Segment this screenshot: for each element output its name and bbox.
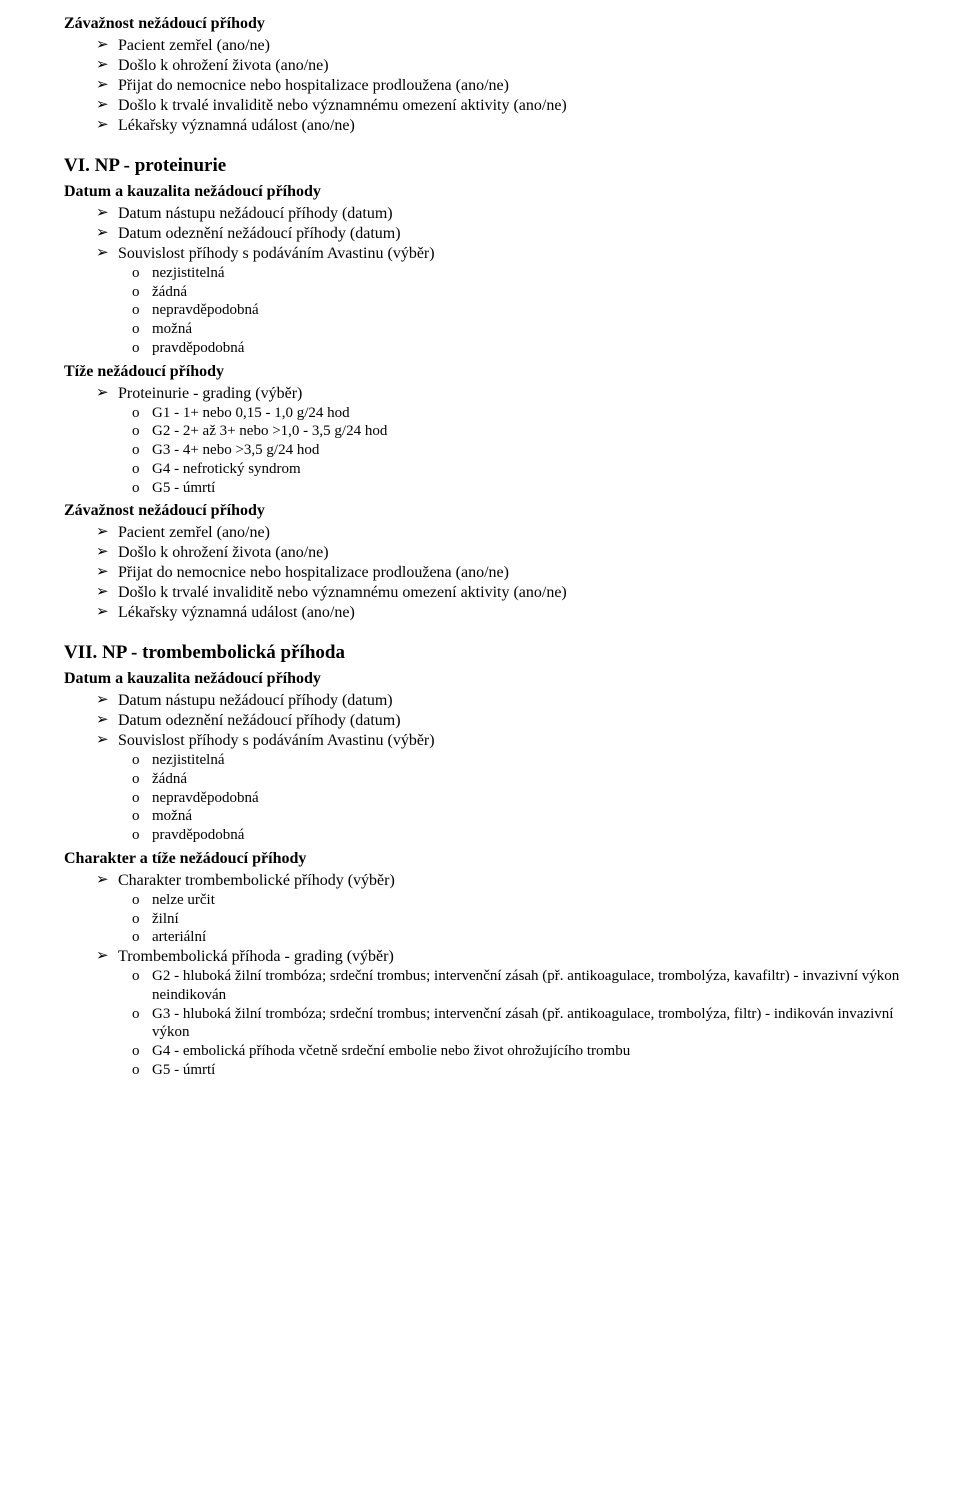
list-datum-vi: Datum nástupu nežádoucí příhody (datum) …: [64, 204, 912, 264]
list-item: Přijat do nemocnice nebo hospitalizace p…: [64, 76, 912, 96]
list-grading-vii: Trombembolická příhoda - grading (výběr): [64, 947, 912, 967]
options-tize-vi: G1 - 1+ nebo 0,15 - 1,0 g/24 hod G2 - 2+…: [64, 404, 912, 498]
option-item: G5 - úmrtí: [64, 479, 912, 498]
list-item: Souvislost příhody s podáváním Avastinu …: [64, 731, 912, 751]
list-zavaznost-vi: Pacient zemřel (ano/ne) Došlo k ohrožení…: [64, 523, 912, 623]
list-tize-vi: Proteinurie - grading (výběr): [64, 384, 912, 404]
option-item: G5 - úmrtí: [64, 1061, 912, 1080]
list-zavaznost-pre: Pacient zemřel (ano/ne) Došlo k ohrožení…: [64, 36, 912, 136]
list-datum-vii: Datum nástupu nežádoucí příhody (datum) …: [64, 691, 912, 751]
list-item: Došlo k trvalé invaliditě nebo významném…: [64, 583, 912, 603]
list-charakter-vii: Charakter trombembolické příhody (výběr): [64, 871, 912, 891]
list-item: Proteinurie - grading (výběr): [64, 384, 912, 404]
option-item: nepravděpodobná: [64, 789, 912, 808]
document-page: Závažnost nežádoucí příhody Pacient zemř…: [0, 0, 960, 1507]
option-item: žádná: [64, 770, 912, 789]
option-item: pravděpodobná: [64, 826, 912, 845]
heading-tize-vi: Tíže nežádoucí příhody: [64, 362, 912, 382]
options-souvislost-vi: nezjistitelná žádná nepravděpodobná možn…: [64, 264, 912, 358]
option-item: nepravděpodobná: [64, 301, 912, 320]
list-item: Pacient zemřel (ano/ne): [64, 36, 912, 56]
heading-zavaznost-pre: Závažnost nežádoucí příhody: [64, 14, 912, 34]
list-item: Souvislost příhody s podáváním Avastinu …: [64, 244, 912, 264]
list-item: Došlo k ohrožení života (ano/ne): [64, 56, 912, 76]
option-item: nezjistitelná: [64, 751, 912, 770]
option-item: G2 - 2+ až 3+ nebo >1,0 - 3,5 g/24 hod: [64, 422, 912, 441]
option-item: G2 - hluboká žilní trombóza; srdeční tro…: [64, 967, 912, 1005]
list-item: Došlo k trvalé invaliditě nebo významném…: [64, 96, 912, 116]
list-item: Datum odeznění nežádoucí příhody (datum): [64, 711, 912, 731]
option-item: G4 - embolická příhoda včetně srdeční em…: [64, 1042, 912, 1061]
options-grading-vii: G2 - hluboká žilní trombóza; srdeční tro…: [64, 967, 912, 1080]
heading-zavaznost-vi: Závažnost nežádoucí příhody: [64, 501, 912, 521]
list-item: Charakter trombembolické příhody (výběr): [64, 871, 912, 891]
option-item: arteriální: [64, 928, 912, 947]
list-item: Lékařsky významná událost (ano/ne): [64, 603, 912, 623]
heading-charakter-vii: Charakter a tíže nežádoucí příhody: [64, 849, 912, 869]
list-item: Datum odeznění nežádoucí příhody (datum): [64, 224, 912, 244]
options-charakter-vii: nelze určit žilní arteriální: [64, 891, 912, 947]
option-item: žádná: [64, 283, 912, 302]
option-item: možná: [64, 320, 912, 339]
list-item: Lékařsky významná událost (ano/ne): [64, 116, 912, 136]
list-item: Trombembolická příhoda - grading (výběr): [64, 947, 912, 967]
heading-datum-vi: Datum a kauzalita nežádoucí příhody: [64, 182, 912, 202]
option-item: G4 - nefrotický syndrom: [64, 460, 912, 479]
list-item: Přijat do nemocnice nebo hospitalizace p…: [64, 563, 912, 583]
options-souvislost-vii: nezjistitelná žádná nepravděpodobná možn…: [64, 751, 912, 845]
list-item: Pacient zemřel (ano/ne): [64, 523, 912, 543]
section-vii-title: VII. NP - trombembolická příhoda: [64, 641, 912, 665]
option-item: nelze určit: [64, 891, 912, 910]
option-item: možná: [64, 807, 912, 826]
heading-datum-vii: Datum a kauzalita nežádoucí příhody: [64, 669, 912, 689]
option-item: žilní: [64, 910, 912, 929]
section-vi-title: VI. NP - proteinurie: [64, 154, 912, 178]
option-item: pravděpodobná: [64, 339, 912, 358]
list-item: Došlo k ohrožení života (ano/ne): [64, 543, 912, 563]
option-item: G1 - 1+ nebo 0,15 - 1,0 g/24 hod: [64, 404, 912, 423]
option-item: G3 - hluboká žilní trombóza; srdeční tro…: [64, 1005, 912, 1043]
list-item: Datum nástupu nežádoucí příhody (datum): [64, 204, 912, 224]
option-item: nezjistitelná: [64, 264, 912, 283]
option-item: G3 - 4+ nebo >3,5 g/24 hod: [64, 441, 912, 460]
list-item: Datum nástupu nežádoucí příhody (datum): [64, 691, 912, 711]
